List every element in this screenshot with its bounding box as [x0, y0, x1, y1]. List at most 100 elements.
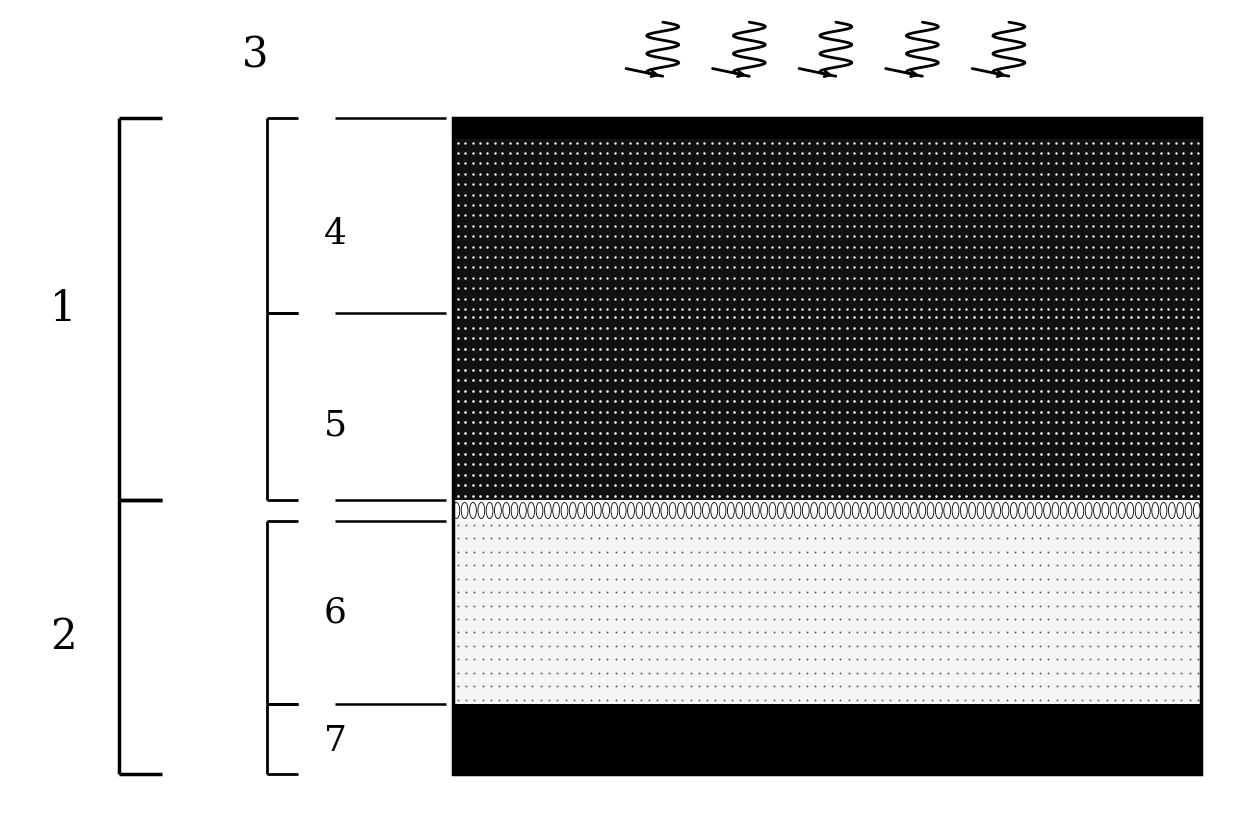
- Point: [797, 693, 817, 706]
- Point: [484, 167, 504, 180]
- Point: [589, 599, 608, 612]
- Point: [672, 136, 691, 149]
- Point: [839, 559, 859, 572]
- Point: [930, 626, 950, 639]
- Point: [777, 261, 797, 274]
- Point: [1136, 136, 1156, 149]
- Point: [1005, 585, 1025, 599]
- Point: [797, 532, 817, 545]
- Point: [447, 612, 467, 626]
- Point: [964, 519, 984, 532]
- Ellipse shape: [636, 502, 643, 519]
- Point: [493, 332, 513, 345]
- Point: [1068, 458, 1088, 471]
- Point: [964, 167, 984, 180]
- Point: [672, 240, 691, 254]
- Point: [747, 302, 767, 315]
- Point: [447, 250, 467, 264]
- Point: [994, 188, 1014, 201]
- Point: [1046, 490, 1066, 503]
- Point: [590, 282, 610, 295]
- Point: [864, 666, 883, 680]
- Point: [1106, 292, 1126, 305]
- Point: [792, 188, 812, 201]
- Point: [1166, 447, 1186, 460]
- Point: [792, 310, 812, 324]
- Point: [620, 147, 639, 160]
- Point: [1163, 653, 1183, 666]
- Point: [634, 147, 654, 160]
- Point: [1031, 405, 1051, 419]
- Point: [769, 384, 789, 398]
- Point: [455, 302, 475, 315]
- Point: [769, 374, 789, 387]
- Point: [539, 666, 559, 680]
- Point: [612, 426, 632, 440]
- Point: [620, 261, 639, 274]
- Point: [957, 437, 976, 450]
- Point: [799, 157, 819, 170]
- Point: [575, 310, 595, 324]
- Point: [821, 147, 841, 160]
- Point: [590, 458, 610, 471]
- Point: [530, 437, 550, 450]
- Point: [1166, 208, 1186, 222]
- Point: [523, 136, 543, 149]
- Point: [873, 167, 893, 180]
- Point: [1139, 626, 1158, 639]
- Point: [523, 653, 543, 666]
- Point: [1038, 363, 1058, 376]
- Point: [664, 353, 684, 366]
- Point: [470, 261, 489, 274]
- Point: [844, 261, 864, 274]
- Ellipse shape: [1036, 502, 1042, 519]
- Point: [1090, 332, 1110, 345]
- Point: [686, 282, 706, 295]
- Point: [942, 261, 961, 274]
- Point: [964, 490, 984, 503]
- Point: [564, 585, 584, 599]
- Point: [523, 147, 543, 160]
- Point: [881, 136, 901, 149]
- Point: [664, 599, 684, 612]
- Point: [829, 178, 849, 191]
- Point: [1068, 321, 1088, 334]
- Point: [997, 612, 1017, 626]
- Point: [1139, 559, 1158, 572]
- Point: [897, 479, 917, 492]
- Ellipse shape: [861, 502, 867, 519]
- Point: [649, 342, 669, 355]
- Point: [612, 458, 632, 471]
- Point: [1097, 626, 1116, 639]
- Point: [1023, 208, 1043, 222]
- Point: [994, 332, 1014, 345]
- Point: [732, 208, 752, 222]
- Point: [642, 374, 662, 387]
- Point: [1075, 342, 1095, 355]
- Point: [897, 321, 917, 334]
- Point: [888, 458, 908, 471]
- Point: [703, 342, 722, 355]
- Point: [1139, 532, 1158, 545]
- Point: [493, 310, 513, 324]
- Point: [538, 426, 558, 440]
- Point: [732, 198, 752, 212]
- Point: [1158, 261, 1178, 274]
- Point: [836, 310, 856, 324]
- Point: [1053, 394, 1073, 408]
- Point: [859, 479, 878, 492]
- Point: [627, 321, 647, 334]
- Point: [489, 653, 509, 666]
- Point: [747, 321, 767, 334]
- Point: [589, 545, 608, 559]
- Point: [664, 384, 684, 398]
- Point: [1031, 479, 1051, 492]
- Point: [839, 626, 859, 639]
- Point: [725, 198, 745, 212]
- Point: [508, 219, 528, 233]
- Point: [639, 666, 659, 680]
- Point: [664, 458, 684, 471]
- Point: [481, 626, 501, 639]
- Point: [615, 612, 634, 626]
- Point: [763, 572, 783, 585]
